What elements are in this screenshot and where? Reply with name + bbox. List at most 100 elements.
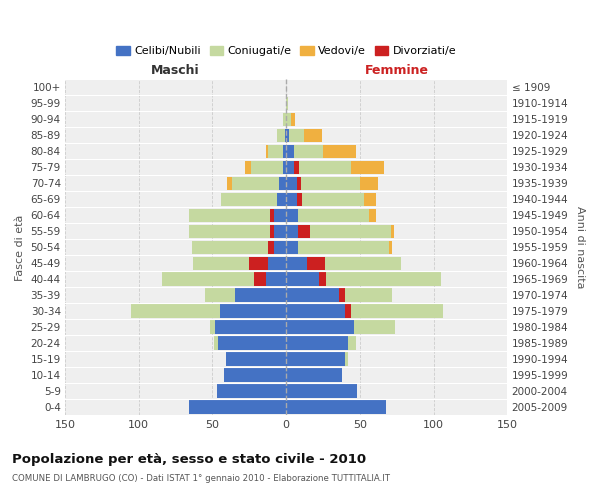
Bar [345,352,348,366]
Bar [286,128,289,142]
Bar [193,256,250,270]
Text: Maschi: Maschi [151,64,200,77]
Bar [345,288,392,302]
Bar [286,304,345,318]
Bar [268,240,274,254]
Bar [286,352,345,366]
Bar [227,176,232,190]
Bar [163,272,254,286]
Bar [131,304,220,318]
Bar [214,336,218,350]
Bar [277,128,285,142]
Bar [283,160,286,174]
Bar [205,288,235,302]
Bar [189,208,270,222]
Bar [209,320,215,334]
Bar [189,400,286,414]
Bar [220,304,286,318]
Text: COMUNE DI LAMBRUGO (CO) - Dati ISTAT 1° gennaio 2010 - Elaborazione TUTTITALIA.I: COMUNE DI LAMBRUGO (CO) - Dati ISTAT 1° … [12,474,390,483]
Bar [326,272,441,286]
Bar [351,304,443,318]
Bar [274,224,286,238]
Bar [286,336,348,350]
Bar [266,144,268,158]
Bar [274,208,286,222]
Bar [270,224,274,238]
Bar [298,240,389,254]
Bar [302,192,364,206]
Bar [351,160,383,174]
Bar [354,320,395,334]
Y-axis label: Fasce di età: Fasce di età [15,214,25,280]
Bar [274,240,286,254]
Bar [296,192,302,206]
Bar [323,144,356,158]
Bar [217,384,286,398]
Bar [298,208,369,222]
Bar [364,192,376,206]
Bar [293,144,323,158]
Bar [286,96,287,110]
Bar [304,128,322,142]
Bar [360,176,377,190]
Bar [286,384,357,398]
Bar [250,256,268,270]
Bar [310,224,391,238]
Bar [270,208,274,222]
Legend: Celibi/Nubili, Coniugati/e, Vedovi/e, Divorziati/e: Celibi/Nubili, Coniugati/e, Vedovi/e, Di… [112,42,461,60]
Bar [389,240,392,254]
Bar [266,272,286,286]
Bar [277,192,286,206]
Bar [286,208,298,222]
Bar [286,224,298,238]
Bar [245,160,251,174]
Bar [369,208,376,222]
Bar [289,128,304,142]
Bar [293,160,299,174]
Bar [286,288,339,302]
Bar [286,320,354,334]
Bar [298,224,310,238]
Bar [286,192,296,206]
Bar [286,272,319,286]
Bar [325,256,401,270]
Bar [279,176,286,190]
Bar [286,176,296,190]
Bar [339,288,345,302]
Text: Femmine: Femmine [365,64,429,77]
Bar [391,224,394,238]
Bar [286,400,386,414]
Bar [221,192,277,206]
Bar [301,176,360,190]
Bar [283,144,286,158]
Bar [348,336,356,350]
Bar [215,320,286,334]
Bar [319,272,326,286]
Y-axis label: Anni di nascita: Anni di nascita [575,206,585,288]
Bar [192,240,268,254]
Bar [251,160,283,174]
Bar [286,144,293,158]
Bar [286,112,290,126]
Bar [226,352,286,366]
Bar [285,128,286,142]
Bar [345,304,351,318]
Bar [254,272,266,286]
Bar [286,256,307,270]
Bar [286,240,298,254]
Bar [290,112,295,126]
Bar [224,368,286,382]
Bar [283,112,286,126]
Bar [307,256,325,270]
Text: Popolazione per età, sesso e stato civile - 2010: Popolazione per età, sesso e stato civil… [12,452,366,466]
Bar [189,224,270,238]
Bar [286,160,293,174]
Bar [296,176,301,190]
Bar [299,160,351,174]
Bar [218,336,286,350]
Bar [268,256,286,270]
Bar [286,368,342,382]
Bar [235,288,286,302]
Bar [232,176,279,190]
Bar [268,144,283,158]
